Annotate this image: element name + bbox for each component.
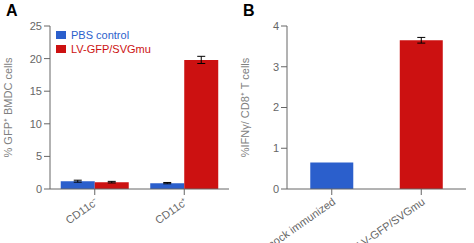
- svg-text:0: 0: [273, 183, 279, 195]
- svg-text:25: 25: [30, 20, 42, 32]
- svg-text:LV-GFP/SVGmu: LV-GFP/SVGmu: [355, 195, 427, 243]
- svg-text:15: 15: [30, 85, 42, 97]
- svg-text:1: 1: [273, 142, 279, 154]
- html-text:LV-GFP/SVGmu: LV-GFP/SVGmu: [71, 43, 151, 55]
- svg-text:0: 0: [36, 183, 42, 195]
- svg-text:20: 20: [30, 53, 42, 65]
- html-text:A: A: [6, 2, 18, 19]
- svg-text:10: 10: [30, 118, 42, 130]
- svg-text:2: 2: [273, 101, 279, 113]
- svg-text:mock immunized: mock immunized: [263, 195, 337, 243]
- svg-text:CD11c⁻: CD11c⁻: [63, 195, 100, 226]
- svg-text:% GFP⁺ BMDC cells: % GFP⁺ BMDC cells: [8, 57, 14, 157]
- svg-text:CD11c⁺: CD11c⁺: [153, 195, 190, 226]
- svg-text:5: 5: [36, 150, 42, 162]
- svg-text:%IFNγ/ CD8⁺ T cells: %IFNγ/ CD8⁺ T cells: [239, 57, 251, 157]
- html-text:PBS control: PBS control: [71, 29, 130, 41]
- svg-text:3: 3: [273, 61, 279, 73]
- svg-text:4: 4: [273, 20, 279, 32]
- html-text:B: B: [243, 2, 255, 19]
